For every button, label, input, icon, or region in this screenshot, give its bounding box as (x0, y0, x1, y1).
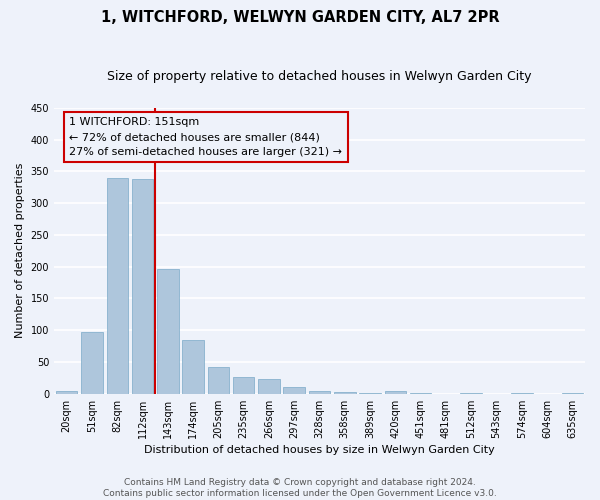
X-axis label: Distribution of detached houses by size in Welwyn Garden City: Distribution of detached houses by size … (144, 445, 495, 455)
Bar (309, 390, 330, 394)
Text: 1 WITCHFORD: 151sqm
← 72% of detached houses are smaller (844)
27% of semi-detac: 1 WITCHFORD: 151sqm ← 72% of detached ho… (69, 118, 342, 157)
Bar (359, 393, 381, 394)
Bar (157, 269, 179, 394)
Text: Contains HM Land Registry data © Crown copyright and database right 2024.
Contai: Contains HM Land Registry data © Crown c… (103, 478, 497, 498)
Bar (562, 392, 583, 394)
Bar (283, 388, 305, 394)
Bar (208, 367, 229, 394)
Title: Size of property relative to detached houses in Welwyn Garden City: Size of property relative to detached ho… (107, 70, 532, 83)
Bar (132, 179, 153, 394)
Bar (410, 393, 431, 394)
Y-axis label: Number of detached properties: Number of detached properties (15, 163, 25, 338)
Bar (258, 379, 280, 394)
Bar (511, 393, 533, 394)
Bar (385, 392, 406, 394)
Bar (107, 178, 128, 394)
Text: 1, WITCHFORD, WELWYN GARDEN CITY, AL7 2PR: 1, WITCHFORD, WELWYN GARDEN CITY, AL7 2P… (101, 10, 499, 25)
Bar (56, 390, 77, 394)
Bar (81, 332, 103, 394)
Bar (182, 340, 204, 394)
Bar (334, 392, 356, 394)
Bar (460, 392, 482, 394)
Bar (233, 376, 254, 394)
